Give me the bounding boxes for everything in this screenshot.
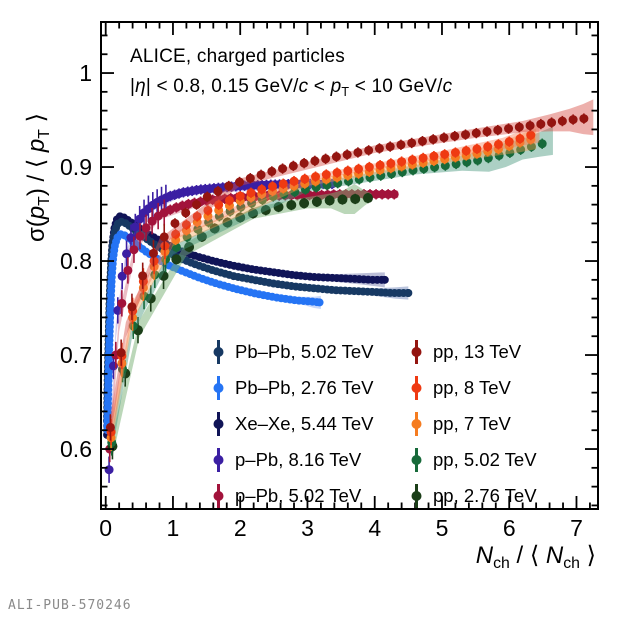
legend-item-pp7: pp, 7 TeV — [410, 406, 537, 442]
svg-text:1: 1 — [79, 60, 92, 86]
pPb502-marker-icon — [213, 484, 224, 508]
legend-item-pp276: pp, 2.76 TeV — [410, 478, 537, 514]
PbPb276-marker-icon — [213, 376, 224, 400]
legend-item-pPb816: p–Pb, 8.16 TeV — [212, 442, 410, 478]
svg-text:6: 6 — [503, 515, 516, 541]
pp502-marker-icon — [411, 448, 422, 472]
pp276-marker-icon — [411, 484, 422, 508]
svg-text:0.7: 0.7 — [60, 342, 92, 368]
y-axis-title: σ(pT) / ⟨ pT ⟩ — [23, 113, 54, 242]
svg-text:0.8: 0.8 — [60, 248, 92, 274]
svg-text:3: 3 — [301, 515, 314, 541]
legend-item-PbPb502: Pb–Pb, 5.02 TeV — [212, 334, 410, 370]
XeXe544-marker-icon — [213, 412, 224, 436]
legend-label: pp, 8 TeV — [433, 377, 511, 398]
legend-label: p–Pb, 8.16 TeV — [235, 449, 362, 470]
svg-text:0.9: 0.9 — [60, 154, 92, 180]
svg-text:0: 0 — [99, 515, 112, 541]
legend-label: pp, 5.02 TeV — [433, 449, 537, 470]
svg-text:7: 7 — [570, 515, 583, 541]
legend-label: Pb–Pb, 5.02 TeV — [235, 341, 374, 362]
x-axis-title: Nch / ⟨ Nch ⟩ — [475, 542, 596, 573]
series-pp8 — [106, 123, 540, 446]
legend-item-pp13: pp, 13 TeV — [410, 334, 537, 370]
tick-labels: 0 1 2 3 4 5 6 7 0.6 0.7 0.8 0.9 1 — [60, 60, 583, 541]
legend-label: Pb–Pb, 2.76 TeV — [235, 377, 374, 398]
legend-label: pp, 7 TeV — [433, 413, 511, 434]
uncertainty-band — [112, 183, 372, 458]
svg-text:5: 5 — [436, 515, 449, 541]
pp13-marker-icon — [411, 340, 422, 364]
legend-label: Xe–Xe, 5.44 TeV — [235, 413, 374, 434]
svg-text:1: 1 — [167, 515, 180, 541]
legend-label: p–Pb, 5.02 TeV — [235, 485, 362, 506]
axis-ticks — [101, 22, 598, 509]
annotation-experiment: ALICE, charged particles — [130, 46, 345, 67]
svg-text:2: 2 — [234, 515, 247, 541]
legend-item-XeXe544: Xe–Xe, 5.44 TeV — [212, 406, 410, 442]
figure-watermark: ALI-PUB-570246 — [8, 598, 132, 613]
uncertainty-band — [111, 126, 553, 454]
series-pp13 — [105, 99, 594, 441]
legend: Pb–Pb, 5.02 TeV Pb–Pb, 2.76 TeV Xe–Xe, 5.4… — [212, 334, 537, 514]
pPb816-marker-icon — [213, 448, 224, 472]
legend-label: pp, 13 TeV — [433, 341, 522, 362]
plot-frame — [100, 21, 599, 510]
annotation-kinematics: |η| < 0.8, 0.15 GeV/c < pT < 10 GeV/c — [130, 76, 453, 99]
legend-item-PbPb276: Pb–Pb, 2.76 TeV — [212, 370, 410, 406]
pp7-marker-icon — [411, 412, 422, 436]
legend-item-pp502: pp, 5.02 TeV — [410, 442, 537, 478]
PbPb502-marker-icon — [213, 340, 224, 364]
legend-label: pp, 2.76 TeV — [433, 485, 537, 506]
svg-text:0.6: 0.6 — [60, 436, 92, 462]
pp8-marker-icon — [411, 376, 422, 400]
legend-item-pPb502: p–Pb, 5.02 TeV — [212, 478, 410, 514]
svg-text:4: 4 — [368, 515, 381, 541]
legend-item-pp8: pp, 8 TeV — [410, 370, 537, 406]
